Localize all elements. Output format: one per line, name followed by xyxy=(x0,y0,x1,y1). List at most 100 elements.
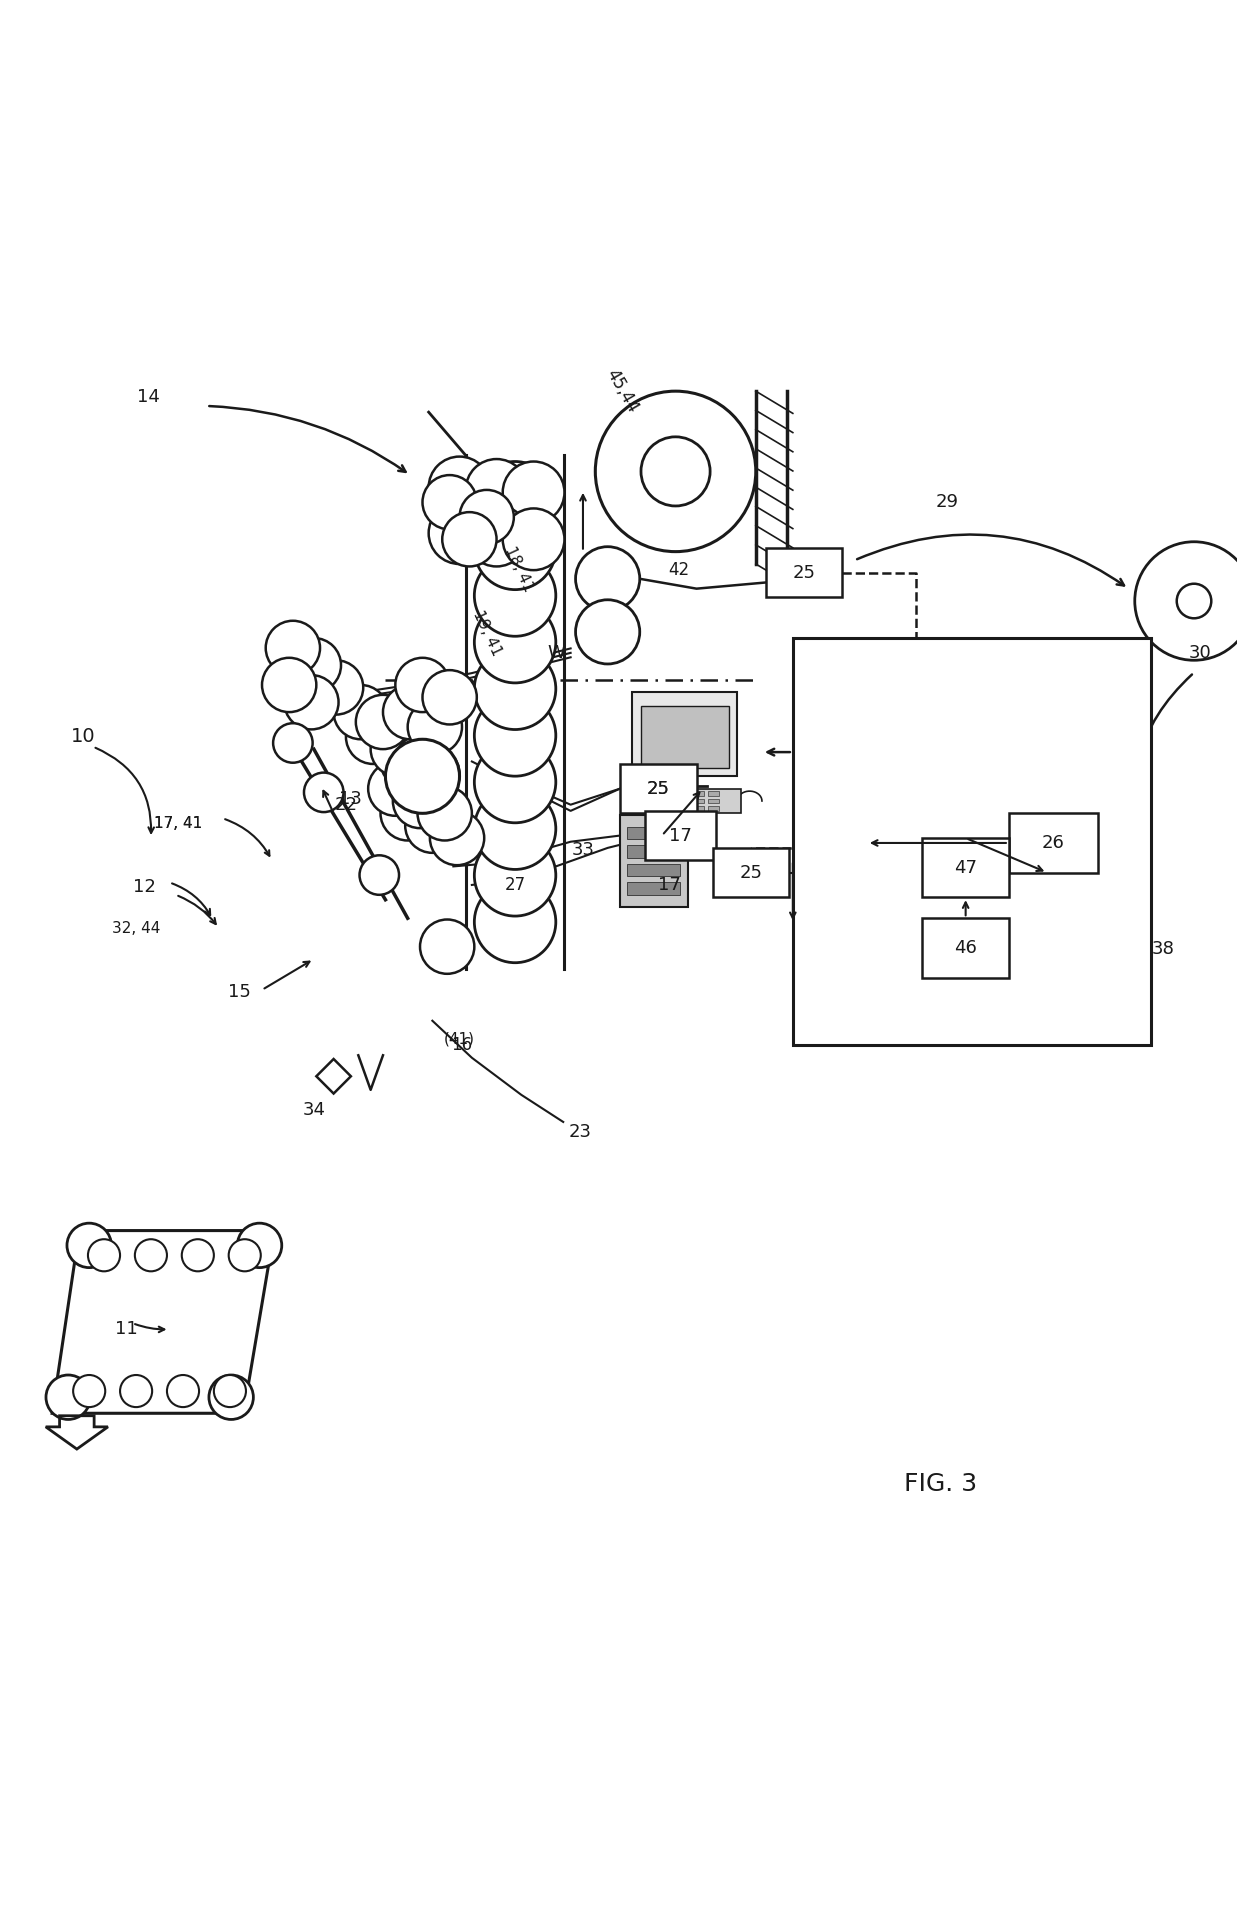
Circle shape xyxy=(595,391,756,552)
Bar xyxy=(713,848,789,898)
Circle shape xyxy=(475,508,556,589)
Circle shape xyxy=(423,476,477,529)
Bar xyxy=(663,790,675,796)
Bar xyxy=(708,790,719,796)
Circle shape xyxy=(334,685,388,738)
Bar xyxy=(693,806,704,811)
Circle shape xyxy=(167,1375,200,1408)
Text: FIG. 3: FIG. 3 xyxy=(904,1471,977,1496)
Text: 17: 17 xyxy=(658,877,681,894)
Text: 23: 23 xyxy=(569,1122,591,1141)
Circle shape xyxy=(135,1239,167,1272)
Text: 30: 30 xyxy=(1189,644,1211,662)
Bar xyxy=(693,798,704,804)
Circle shape xyxy=(356,694,410,750)
Text: 25: 25 xyxy=(647,779,670,798)
Text: 14: 14 xyxy=(136,387,160,407)
Circle shape xyxy=(265,621,320,675)
Circle shape xyxy=(371,721,425,777)
Circle shape xyxy=(475,554,556,637)
Circle shape xyxy=(208,1375,253,1419)
Circle shape xyxy=(502,508,564,570)
Text: 29: 29 xyxy=(936,493,959,512)
Text: 13: 13 xyxy=(340,790,362,807)
Circle shape xyxy=(423,669,477,725)
Circle shape xyxy=(1177,583,1211,618)
Text: 47: 47 xyxy=(954,859,977,877)
Circle shape xyxy=(304,773,343,811)
Circle shape xyxy=(429,503,490,564)
Bar xyxy=(620,815,688,907)
Bar xyxy=(627,882,681,896)
Circle shape xyxy=(466,504,527,566)
Bar xyxy=(678,790,689,796)
Text: 34: 34 xyxy=(303,1101,325,1118)
Bar xyxy=(627,863,681,877)
Circle shape xyxy=(475,648,556,729)
Bar xyxy=(641,706,729,767)
Bar xyxy=(693,790,704,796)
Text: 45,44: 45,44 xyxy=(603,366,642,416)
Text: W: W xyxy=(547,644,564,662)
Circle shape xyxy=(213,1375,246,1408)
Circle shape xyxy=(381,735,435,788)
Text: 32, 44: 32, 44 xyxy=(112,921,160,936)
Circle shape xyxy=(73,1375,105,1408)
Text: 33: 33 xyxy=(572,842,594,859)
Bar xyxy=(649,790,660,796)
Circle shape xyxy=(475,694,556,777)
Text: 17: 17 xyxy=(670,827,692,844)
Text: 42: 42 xyxy=(668,562,689,579)
Bar xyxy=(645,811,717,861)
Circle shape xyxy=(429,456,490,518)
Text: 25: 25 xyxy=(647,779,670,798)
Circle shape xyxy=(405,746,460,802)
Bar xyxy=(626,788,742,813)
Text: 17, 41: 17, 41 xyxy=(154,815,202,830)
Text: 17, 41: 17, 41 xyxy=(154,815,202,830)
Bar xyxy=(923,838,1009,898)
Circle shape xyxy=(262,658,316,712)
Text: 10: 10 xyxy=(71,727,95,746)
Text: 46: 46 xyxy=(955,940,977,957)
Circle shape xyxy=(381,786,435,840)
Circle shape xyxy=(67,1224,112,1268)
Circle shape xyxy=(475,880,556,963)
Bar xyxy=(620,763,697,813)
Bar xyxy=(708,798,719,804)
Bar xyxy=(678,806,689,811)
Circle shape xyxy=(575,547,640,612)
Circle shape xyxy=(396,658,450,712)
Circle shape xyxy=(420,919,475,974)
Bar xyxy=(627,827,681,840)
Bar xyxy=(632,692,738,777)
Circle shape xyxy=(460,489,513,545)
Circle shape xyxy=(360,855,399,896)
Circle shape xyxy=(575,600,640,664)
Bar xyxy=(663,798,675,804)
Text: 38: 38 xyxy=(1152,940,1174,959)
Circle shape xyxy=(475,602,556,683)
Circle shape xyxy=(182,1239,213,1272)
Text: 15: 15 xyxy=(228,984,252,1001)
Circle shape xyxy=(237,1224,281,1268)
Circle shape xyxy=(466,458,527,522)
Text: 11: 11 xyxy=(115,1320,138,1339)
Bar xyxy=(765,549,842,596)
Bar xyxy=(627,846,681,857)
Circle shape xyxy=(475,834,556,917)
Bar xyxy=(923,919,1009,978)
Bar xyxy=(649,798,660,804)
Text: 12: 12 xyxy=(134,878,156,896)
Circle shape xyxy=(408,700,463,754)
Circle shape xyxy=(228,1239,260,1272)
Circle shape xyxy=(284,675,339,729)
Text: 27: 27 xyxy=(505,877,526,894)
Circle shape xyxy=(383,685,438,738)
Circle shape xyxy=(475,788,556,869)
Text: 16: 16 xyxy=(451,1036,472,1055)
Circle shape xyxy=(46,1375,91,1419)
Circle shape xyxy=(430,811,484,865)
Bar xyxy=(634,806,645,811)
Bar xyxy=(649,806,660,811)
